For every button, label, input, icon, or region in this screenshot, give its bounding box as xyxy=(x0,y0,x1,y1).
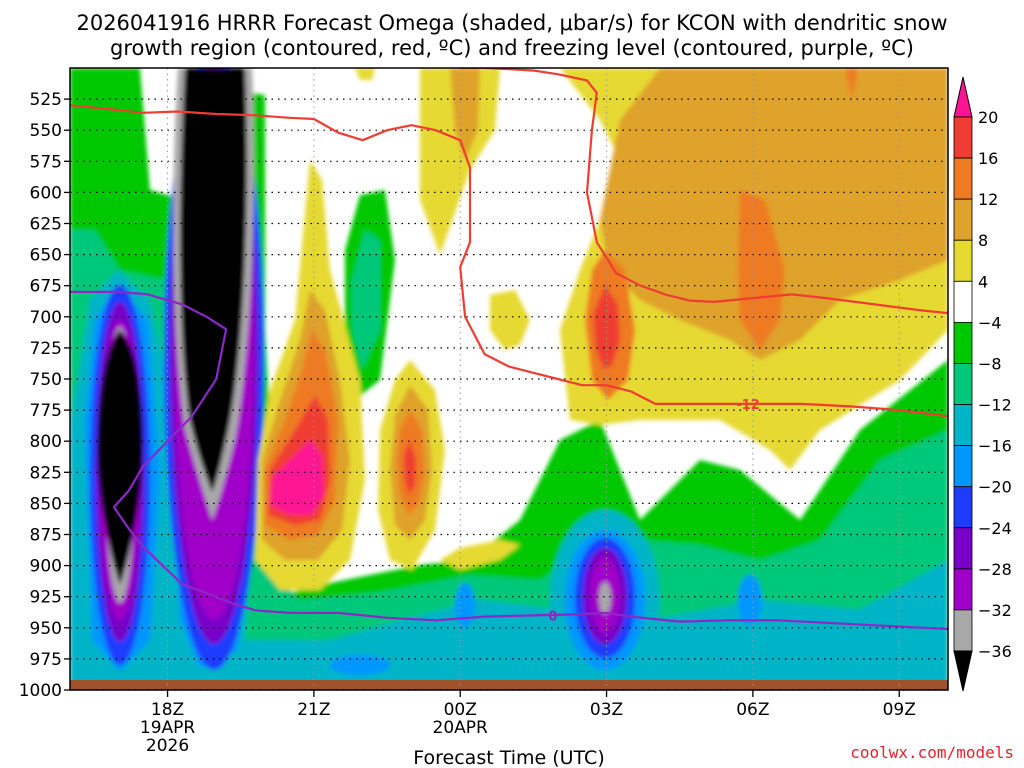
contour-label: 0 xyxy=(548,609,557,624)
colorbar-tick-label: 8 xyxy=(978,231,988,250)
colorbar-swatch xyxy=(953,116,973,159)
colorbar-tick-label: 20 xyxy=(978,108,998,127)
contour-line xyxy=(70,104,948,418)
ground-below-surface xyxy=(70,680,948,690)
descent-max-2-red xyxy=(404,440,416,495)
x-tick-label: 18Z xyxy=(151,700,184,720)
colorbar-tick-label: 12 xyxy=(978,190,998,209)
y-tick-label: 975 xyxy=(30,650,62,670)
y-tick-label: 775 xyxy=(30,401,62,421)
descent-max-1-pink xyxy=(270,440,324,515)
colorbar-tick-label: −8 xyxy=(978,354,1002,373)
y-tick-label: 600 xyxy=(30,183,62,203)
x-tick-year: 2026 xyxy=(146,736,189,756)
y-tick-label: 875 xyxy=(30,526,62,546)
colorbar-tick-label: −28 xyxy=(978,560,1012,579)
contour-label: -12 xyxy=(736,398,760,413)
y-tick-label: 550 xyxy=(30,121,62,141)
y-tick-label: 575 xyxy=(30,152,62,172)
x-axis-label: Forecast Time (UTC) xyxy=(413,747,604,768)
y-tick-label: 650 xyxy=(30,246,62,266)
y-tick-label: 1000 xyxy=(19,681,62,701)
colorbar-tick-label: 4 xyxy=(978,272,988,291)
y-tick-label: 675 xyxy=(30,277,62,297)
x-tick-label: 00Z xyxy=(444,700,477,720)
y-tick-label: 625 xyxy=(30,215,62,235)
colorbar-tick-label: −24 xyxy=(978,519,1012,538)
y-tick-label: 850 xyxy=(30,494,62,514)
colorbar-tick-label: −16 xyxy=(978,437,1012,456)
x-tick-label: 21Z xyxy=(297,700,330,720)
y-tick-label: 925 xyxy=(30,588,62,608)
descent-region-orange xyxy=(600,68,948,360)
y-tick-label: 525 xyxy=(30,90,62,110)
ascent-stripe-teal xyxy=(352,230,380,370)
y-tick-label: 800 xyxy=(30,432,62,452)
contour-line xyxy=(70,290,948,631)
ascent-core-2-black xyxy=(180,68,247,492)
descent-spot-yellow xyxy=(490,290,530,350)
x-tick-label: 03Z xyxy=(590,700,623,720)
y-tick-label: 725 xyxy=(30,339,62,359)
x-tick-label: 06Z xyxy=(736,700,769,720)
colorbar-swatch xyxy=(953,363,973,405)
colorbar-swatch xyxy=(953,280,973,323)
colorbar-arrow-top xyxy=(953,76,973,118)
y-tick-label: 750 xyxy=(30,370,62,390)
colorbar-tick-label: −36 xyxy=(978,642,1012,661)
colorbar-swatch xyxy=(953,445,973,488)
ascent-core-3-gray xyxy=(599,582,611,614)
contour-lines xyxy=(70,68,948,631)
grid-lines xyxy=(70,68,948,691)
x-tick-date: 19APR xyxy=(140,718,196,738)
ascent-spot xyxy=(738,575,762,625)
x-tick-label: 09Z xyxy=(883,700,916,720)
colorbar: 20 16 12 8 4 −4 −8 −12 −16 −20 −24 −28 −32 −36 xyxy=(953,76,1012,692)
ascent-core-1-black xyxy=(97,330,143,585)
colorbar-swatch xyxy=(953,198,973,241)
descent-spot-yellow xyxy=(355,68,375,80)
y-tick-label: 825 xyxy=(30,463,62,483)
colorbar-tick-label: −20 xyxy=(978,478,1012,497)
colorbar-tick-label: −32 xyxy=(978,601,1012,620)
ascent-spot xyxy=(330,655,390,675)
x-tick-date: 20APR xyxy=(433,718,489,738)
descent-region-orange xyxy=(450,68,480,160)
descent-region-yellow-lower xyxy=(440,540,520,570)
colorbar-tick-label: 16 xyxy=(978,149,998,168)
y-tick-label: 900 xyxy=(30,557,62,577)
colorbar-tick-label: −4 xyxy=(978,313,1002,332)
contour-labels: -12 0 xyxy=(548,398,760,624)
colorbar-swatch xyxy=(953,321,973,364)
colorbar-swatch xyxy=(953,404,973,447)
ascent-spot xyxy=(455,583,475,627)
colorbar-swatch xyxy=(953,609,973,652)
colorbar-arrow-bottom xyxy=(953,650,973,692)
colorbar-swatch xyxy=(953,527,973,570)
descent-max-orange xyxy=(845,68,858,100)
chart-title-line1: 2026041916 HRRR Forecast Omega (shaded, … xyxy=(76,11,947,35)
ascent-region-outer xyxy=(70,68,948,690)
colorbar-swatch xyxy=(953,157,973,200)
contour-line xyxy=(460,68,948,315)
omega-shading xyxy=(70,68,948,690)
colorbar-swatch xyxy=(953,568,973,611)
descent-max-orange xyxy=(738,190,785,350)
y-tick-label: 700 xyxy=(30,308,62,328)
colorbar-tick-label: −12 xyxy=(978,396,1012,415)
y-tick-label: 950 xyxy=(30,619,62,639)
credit-text: coolwx.com/models xyxy=(850,743,1014,762)
colorbar-swatch xyxy=(953,486,973,529)
chart-title-line2: growth region (contoured, red, ºC) and f… xyxy=(110,36,914,60)
colorbar-swatch xyxy=(953,239,973,282)
y-axis: 525 550 575 600 625 650 675 700 725 750 775 800 825 8… xyxy=(19,90,70,701)
